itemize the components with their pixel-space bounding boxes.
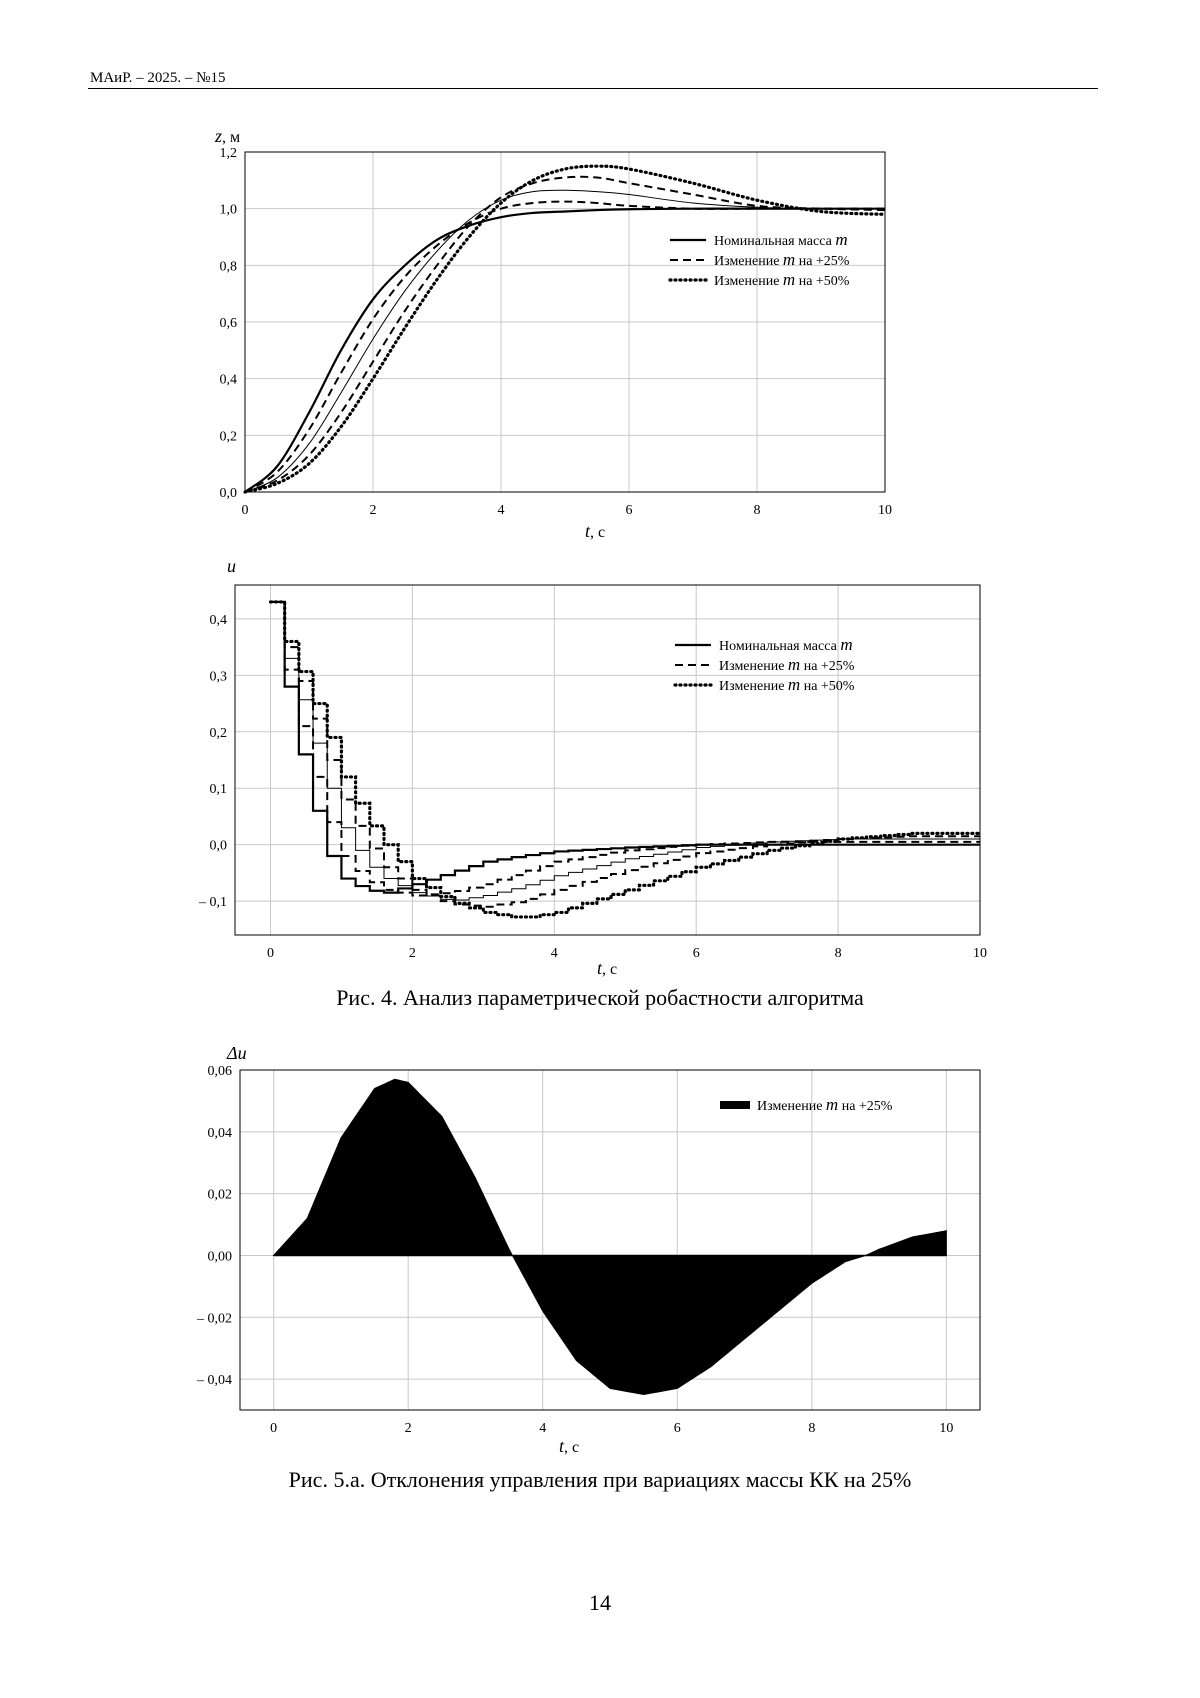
x-tick-label-4: 8: [754, 503, 761, 518]
x-tick-label-5: 10: [939, 1421, 953, 1436]
x-tick-label-5: 10: [878, 503, 892, 518]
legend-label-0: Номинальная масса m: [719, 635, 853, 654]
running-title: МАиР. – 2025. – №15: [90, 70, 225, 87]
chart-delta-u: 0 2 4 6 8 10 0,06 0,04 0,02 0,00 – 0,02 – 0,04 Δu t, …: [195, 1035, 995, 1460]
y-tick-label-5: 1,0: [220, 203, 238, 218]
grid: [245, 152, 885, 492]
x-tick-label-0: 0: [267, 946, 274, 961]
y-tick-label-2: 0,2: [210, 726, 228, 741]
x-tick-label-1: 2: [409, 946, 416, 961]
series-line-3: [245, 177, 885, 492]
y-tick-label-3: 0,00: [208, 1249, 233, 1264]
x-axis-label: t, с: [559, 1436, 579, 1456]
figure-4-caption: Рис. 4. Анализ параметрической робастнос…: [0, 985, 1200, 1011]
legend-label-0: Номинальная масса m: [714, 230, 848, 249]
y-tick-label-2: 0,02: [208, 1188, 233, 1203]
series-line-2: [270, 602, 980, 900]
legend-label-0: Изменение m на +25%: [757, 1095, 893, 1114]
y-tick-label-5: – 0,04: [196, 1373, 232, 1388]
header-rule: [88, 88, 1098, 89]
y-tick-label-3: 0,1: [210, 782, 228, 797]
x-tick-label-0: 0: [270, 1421, 277, 1436]
x-tick-label-2: 4: [551, 946, 558, 961]
x-tick-label-5: 10: [973, 946, 987, 961]
legend-label-1: Изменение m на +25%: [719, 655, 855, 674]
y-tick-label-4: 0,0: [210, 839, 228, 854]
legend-label-2: Изменение m на +50%: [719, 675, 855, 694]
page-number: 14: [0, 1590, 1200, 1616]
y-tick-label-0: 0,06: [208, 1064, 233, 1079]
x-tick-label-2: 4: [539, 1421, 546, 1436]
x-axis-label: t, с: [585, 521, 605, 541]
y-tick-label-1: 0,04: [208, 1126, 233, 1141]
x-tick-label-4: 8: [808, 1421, 815, 1436]
y-tick-label-3: 0,6: [220, 316, 238, 331]
y-axis-label: u: [227, 556, 236, 576]
y-tick-label-4: – 0,02: [196, 1311, 232, 1326]
y-tick-label-4: 0,8: [220, 259, 238, 274]
x-tick-label-4: 8: [835, 946, 842, 961]
x-tick-label-2: 4: [498, 503, 505, 518]
y-tick-label-0: 0,0: [220, 486, 238, 501]
x-tick-label-0: 0: [242, 503, 249, 518]
legend-label-2: Изменение m на +50%: [714, 270, 850, 289]
y-tick-label-2: 0,4: [220, 373, 238, 388]
y-tick-label-5: – 0,1: [198, 895, 227, 910]
legend-label-1: Изменение m на +25%: [714, 250, 850, 269]
x-axis-label: t, с: [597, 958, 617, 978]
grid: [235, 585, 980, 935]
y-axis-label: Δu: [226, 1043, 247, 1063]
x-tick-label-3: 6: [626, 503, 633, 518]
x-tick-label-3: 6: [693, 946, 700, 961]
plot-frame: [235, 585, 980, 935]
y-axis-label: z, м: [214, 126, 240, 146]
chart-u-control: 0 2 4 6 8 10 0,4 0,3 0,2 0,1 0,0 – 0,1 u t, с Номиналь…: [195, 550, 995, 980]
legend-swatch-0: [720, 1101, 750, 1109]
y-tick-label-1: 0,2: [220, 429, 238, 444]
y-tick-label-0: 0,4: [210, 613, 228, 628]
figure-5a-caption: Рис. 5.а. Отклонения управления при вари…: [0, 1467, 1200, 1493]
series-area-0: [274, 1079, 947, 1394]
chart-z-position: 0 2 4 6 8 10 0,0 0,2 0,4 0,6 0,8 1,0 1,2z, м t, с Номи…: [195, 112, 995, 552]
series-line-4: [245, 166, 885, 492]
x-tick-label-1: 2: [405, 1421, 412, 1436]
x-tick-label-3: 6: [674, 1421, 681, 1436]
y-tick-label-1: 0,3: [210, 669, 228, 684]
x-tick-label-1: 2: [370, 503, 377, 518]
y-tick-label-6: 1,2: [220, 146, 238, 161]
series-line-1: [270, 602, 980, 896]
